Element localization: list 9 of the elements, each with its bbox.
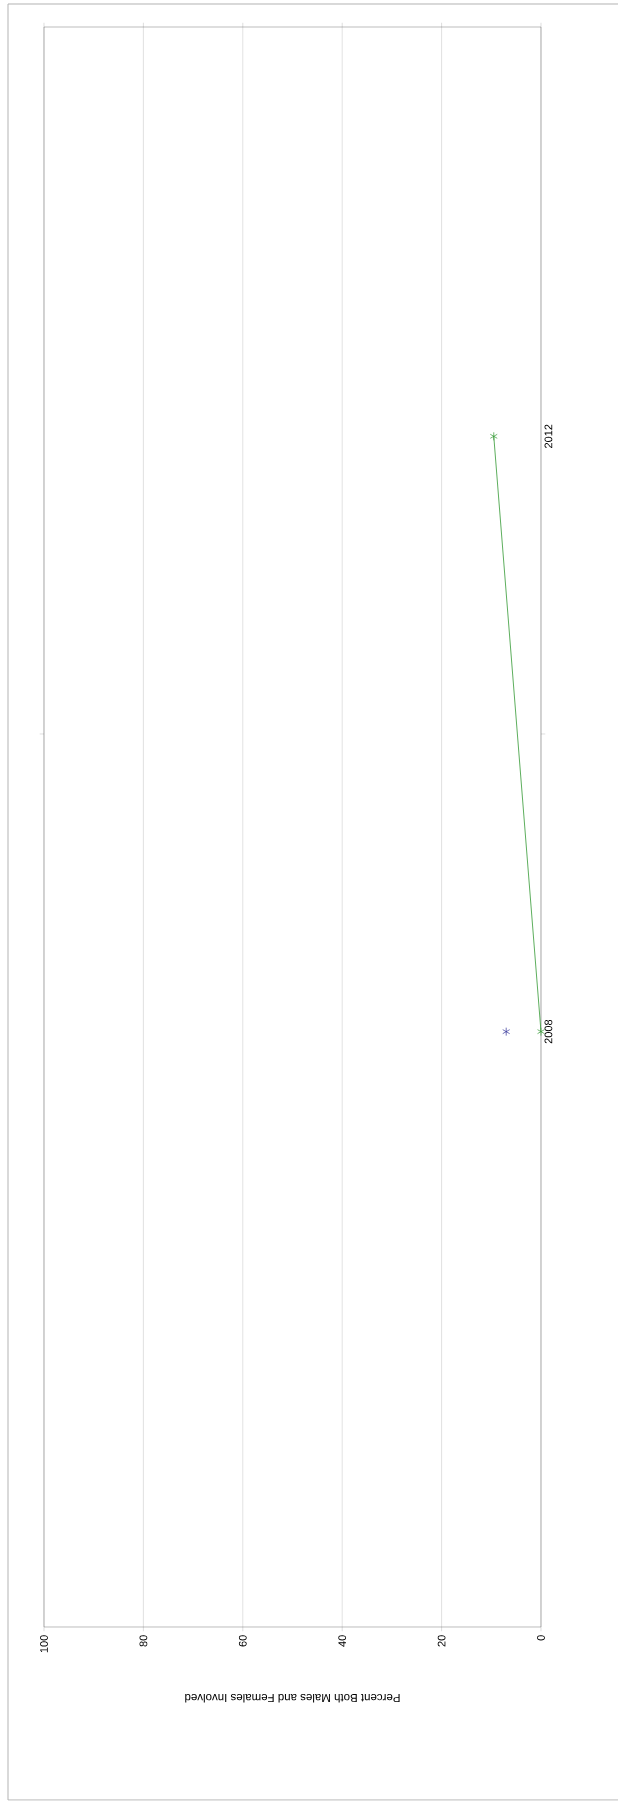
x-tick-label: 60 (238, 1635, 247, 1647)
x-tick-label: 20 (437, 1635, 446, 1647)
x-axis-title: Percent Both Males and Females Involved (185, 1694, 400, 1703)
y-tick-label: 2008 (544, 1019, 553, 1044)
x-tick-label: 80 (139, 1635, 148, 1647)
x-tick-label: 0 (537, 1635, 545, 1641)
x-tick-label: 100 (40, 1635, 48, 1653)
y-tick-label: 2012 (544, 424, 553, 448)
x-tick-label: 40 (338, 1635, 347, 1647)
